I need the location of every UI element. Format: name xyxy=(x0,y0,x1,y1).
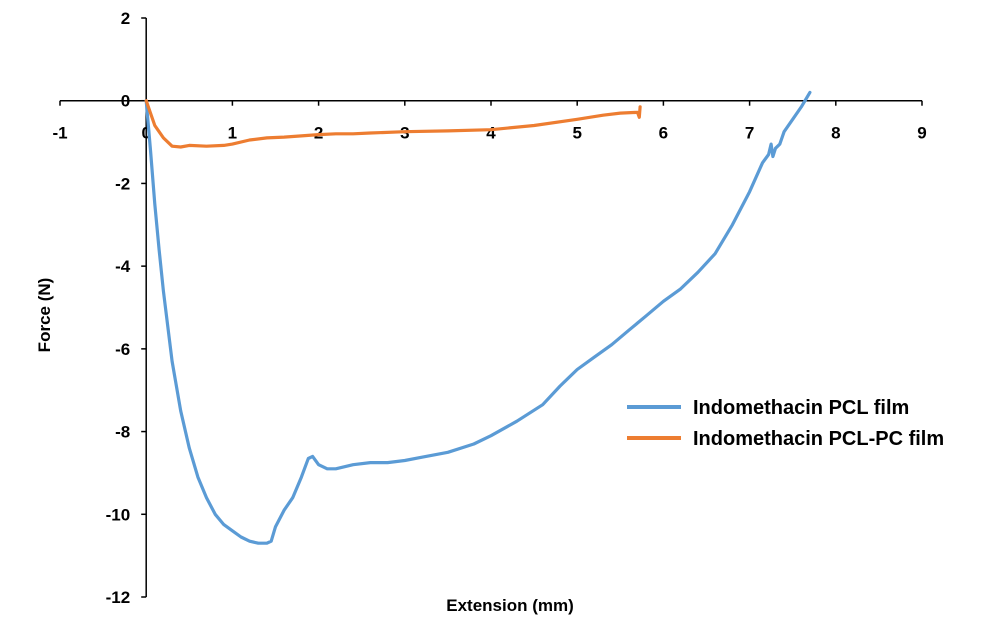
series-layer xyxy=(144,90,812,545)
x-tick-label: 8 xyxy=(831,124,840,143)
y-tick-label: -12 xyxy=(106,588,131,607)
x-tick-labels: -10123456789 xyxy=(52,124,926,143)
x-tick-label: 1 xyxy=(228,124,237,143)
series-line-1 xyxy=(144,90,812,545)
x-axis-title: Extension (mm) xyxy=(446,596,574,615)
series-line-2 xyxy=(144,99,642,149)
y-tick-label: 2 xyxy=(121,9,130,28)
legend: Indomethacin PCL film Indomethacin PCL-PC… xyxy=(627,397,944,450)
x-tick-label: 5 xyxy=(572,124,581,143)
legend-label-1: Indomethacin PCL film xyxy=(693,397,909,419)
legend-label-2: Indomethacin PCL-PC film xyxy=(693,428,944,450)
y-tick-labels: 20-2-4-6-8-10-12 xyxy=(106,9,131,607)
x-tick-label: 9 xyxy=(917,124,926,143)
x-tick-label: -1 xyxy=(52,124,67,143)
x-tick-label: 6 xyxy=(659,124,668,143)
y-tick-label: -2 xyxy=(115,174,130,193)
y-tick-label: -6 xyxy=(115,340,130,359)
axis-ticks xyxy=(59,17,923,598)
y-axis-title: Force (N) xyxy=(35,278,54,353)
y-tick-label: -4 xyxy=(115,257,131,276)
y-tick-label: -8 xyxy=(115,423,130,442)
x-tick-label: 4 xyxy=(486,124,496,143)
x-tick-label: 7 xyxy=(745,124,754,143)
y-tick-label: -10 xyxy=(106,505,131,524)
